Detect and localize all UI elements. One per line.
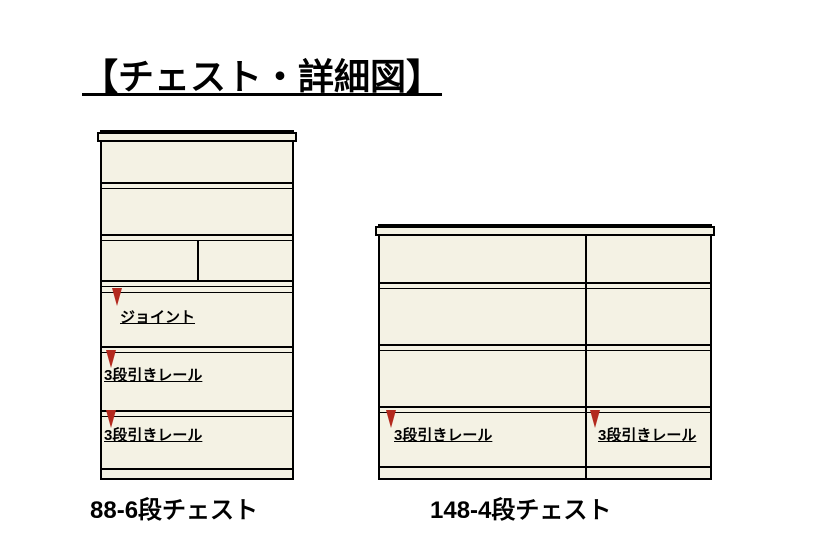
drawer-line [102, 352, 292, 353]
arrow-joint [112, 288, 122, 306]
label-rail: 3段引きレール [598, 424, 696, 445]
drawer-line [102, 410, 292, 412]
drawer-line [380, 412, 710, 413]
chest-caption-left: 88-6段チェスト [90, 490, 258, 525]
drawer-line [102, 416, 292, 417]
drawer-line [102, 286, 292, 287]
drawer-line [102, 188, 292, 189]
drawer-line [380, 288, 710, 289]
chest-divider [585, 236, 587, 478]
drawer-line [380, 406, 710, 408]
drawer-line [380, 344, 710, 346]
drawer-line [380, 350, 710, 351]
label-rail: 3段引きレール [104, 424, 202, 445]
label-rail: 3段引きレール [394, 424, 492, 445]
drawer-line [102, 234, 292, 236]
drawer-split [197, 240, 199, 280]
label-joint: ジョイント [120, 306, 195, 327]
drawer-line [102, 292, 292, 293]
drawer-line [102, 346, 292, 348]
chest-caption-right: 148-4段チェスト [430, 490, 611, 525]
drawer-line [102, 468, 292, 470]
drawer-line [102, 280, 292, 282]
chest-top-cap [375, 226, 715, 236]
diagram-title: 【チェスト・詳細図】 [82, 48, 442, 100]
drawer-line [380, 466, 710, 468]
drawer-line [102, 182, 292, 184]
drawer-line [380, 282, 710, 284]
chest-top-cap [97, 132, 297, 142]
label-rail: 3段引きレール [104, 364, 202, 385]
